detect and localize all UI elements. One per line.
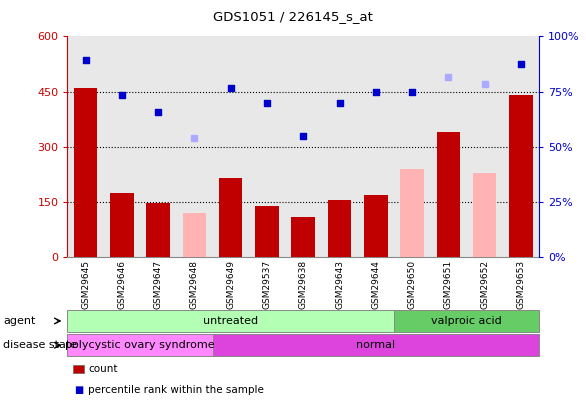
Bar [321, 36, 357, 257]
Bar [213, 36, 249, 257]
Bar [437, 132, 460, 257]
Bar [328, 200, 352, 257]
Bar [249, 36, 285, 257]
Bar [146, 203, 170, 257]
Bar [473, 173, 496, 257]
Point [190, 134, 199, 141]
Bar [110, 193, 134, 257]
Point [81, 57, 90, 64]
Point [444, 74, 453, 80]
Bar [104, 36, 140, 257]
Text: disease state: disease state [3, 340, 77, 350]
Bar [67, 334, 213, 356]
Text: polycystic ovary syndrome: polycystic ovary syndrome [65, 340, 215, 350]
Bar [503, 36, 539, 257]
Bar [466, 36, 503, 257]
Bar [140, 36, 176, 257]
Text: ■: ■ [74, 385, 83, 394]
Text: agent: agent [3, 316, 35, 326]
Bar [74, 88, 97, 257]
Bar [400, 169, 424, 257]
Point [263, 100, 272, 106]
Point [407, 88, 417, 95]
Text: normal: normal [356, 340, 396, 350]
Point [299, 132, 308, 139]
Point [117, 92, 127, 98]
Point [480, 81, 489, 87]
Bar [67, 310, 394, 332]
Text: GDS1051 / 226145_s_at: GDS1051 / 226145_s_at [213, 10, 373, 23]
Bar [285, 36, 321, 257]
Bar [176, 36, 213, 257]
Point [371, 88, 380, 95]
Point [516, 61, 526, 67]
Bar [291, 217, 315, 257]
Text: untreated: untreated [203, 316, 258, 326]
Bar [219, 178, 243, 257]
Bar [183, 213, 206, 257]
Text: percentile rank within the sample: percentile rank within the sample [88, 385, 264, 394]
Bar [509, 95, 533, 257]
Point [335, 100, 344, 106]
Bar [430, 36, 466, 257]
Text: count: count [88, 364, 118, 373]
Point [226, 85, 236, 91]
Text: valproic acid: valproic acid [431, 316, 502, 326]
Bar [357, 36, 394, 257]
Bar [213, 334, 539, 356]
Bar [394, 310, 539, 332]
Bar [364, 195, 387, 257]
Bar [67, 36, 104, 257]
Point [154, 109, 163, 115]
Bar [255, 206, 279, 257]
Bar [394, 36, 430, 257]
